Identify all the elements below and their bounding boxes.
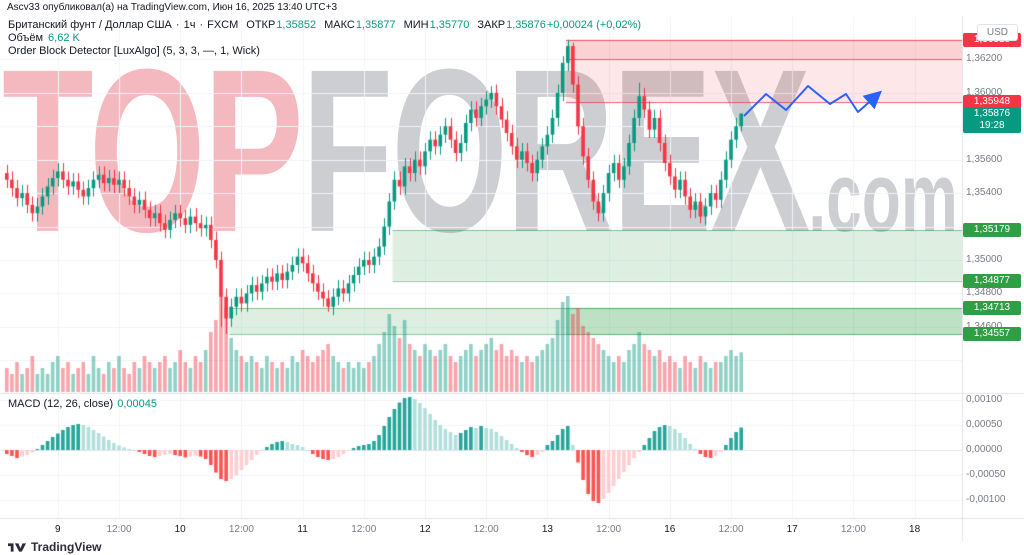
- separator-dot: ·: [199, 19, 204, 31]
- symbol-title: Британский фунт / Доллар США: [8, 19, 172, 31]
- close-value: 1,35876: [506, 19, 546, 31]
- price-axis[interactable]: [962, 16, 1024, 542]
- separator-dot: ·: [175, 19, 180, 31]
- open-value: 1,35852: [276, 19, 317, 31]
- tradingview-brand: TradingView: [31, 540, 102, 554]
- high-value: 1,35877: [355, 19, 396, 31]
- attribution-text: Ascv33 опубликовал(а) на TradingView.com…: [7, 2, 338, 13]
- open-label: ОТКР: [246, 19, 276, 31]
- symbol-exchange: FXCM: [207, 19, 239, 31]
- symbol-legend[interactable]: Британский фунт / Доллар США · 1ч · FXCM…: [8, 19, 641, 31]
- high-label: МАКС: [324, 19, 355, 31]
- volume-legend[interactable]: Объём 6,62 K: [8, 32, 641, 44]
- low-label: МИН: [403, 19, 429, 31]
- symbol-interval: 1ч: [183, 19, 196, 31]
- low-value: 1,35770: [429, 19, 470, 31]
- attribution-bar: Ascv33 опубликовал(а) на TradingView.com…: [7, 2, 337, 13]
- chart-legend: Британский фунт / Доллар США · 1ч · FXCM…: [8, 19, 641, 58]
- tradingview-link[interactable]: TradingView: [8, 540, 101, 554]
- macd-label: MACD (12, 26, close): [8, 398, 114, 410]
- macd-legend[interactable]: MACD (12, 26, close) 0,00045: [8, 398, 157, 410]
- volume-label: Объём: [8, 32, 44, 44]
- time-axis[interactable]: [0, 518, 962, 542]
- change-value: +0,00024 (+0,02%): [546, 19, 642, 31]
- close-label: ЗАКР: [477, 19, 506, 31]
- volume-value: 6,62 K: [48, 32, 80, 44]
- orderblock-legend[interactable]: Order Block Detector [LuxAlgo] (5, 3, 3,…: [8, 45, 641, 57]
- orderblock-indicator-title: Order Block Detector [LuxAlgo] (5, 3, 3,…: [8, 45, 260, 57]
- currency-label: USD: [976, 24, 1018, 41]
- tradingview-logo-icon: [8, 542, 26, 552]
- macd-value: 0,00045: [117, 398, 157, 410]
- footer-bar: [0, 541, 1024, 555]
